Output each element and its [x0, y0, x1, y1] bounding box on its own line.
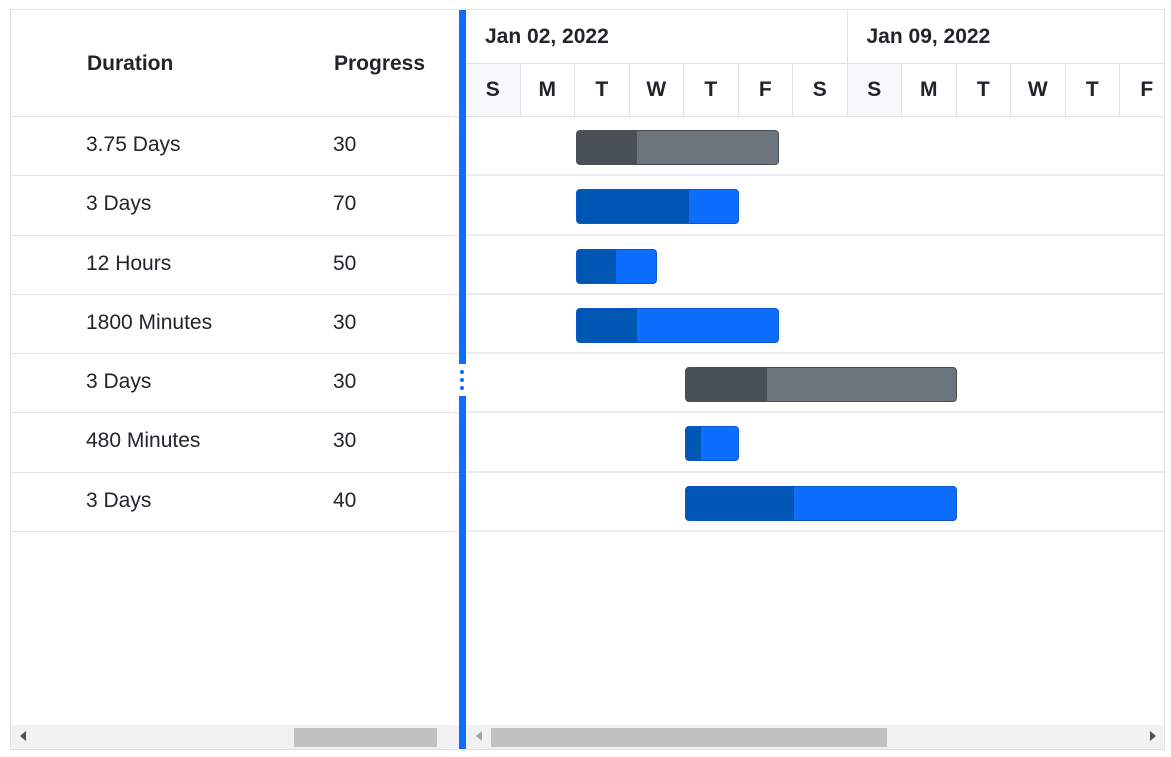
- task-bar[interactable]: [685, 367, 957, 403]
- task-bar[interactable]: [576, 248, 657, 284]
- day-header-cell: M: [521, 64, 575, 116]
- day-header-cell: W: [1011, 64, 1066, 116]
- week-header-cell: Jan 02, 2022: [466, 10, 848, 64]
- grid-row[interactable]: 480 Minutes 30: [11, 413, 459, 473]
- chart-row: [466, 117, 1164, 177]
- gantt-chart: Duration Progress 3.75 Days 30 3 Days 70 12 …: [10, 9, 1165, 750]
- chart-row: [466, 176, 1164, 236]
- grid-header: Duration Progress: [11, 10, 459, 117]
- progress-cell: 40: [333, 488, 357, 512]
- task-progress-fill: [577, 190, 690, 224]
- scroll-left-arrow-icon[interactable]: [20, 731, 26, 741]
- chart-row: [466, 354, 1164, 414]
- grid-body: 3.75 Days 30 3 Days 70 12 Hours 50 1800 Minute…: [11, 117, 459, 533]
- chart-body: [466, 117, 1164, 533]
- grid-horizontal-scrollbar[interactable]: [11, 725, 459, 749]
- week-label: Jan 09, 2022: [866, 25, 991, 48]
- day-header-cell: T: [684, 64, 739, 116]
- task-bar[interactable]: [685, 426, 739, 462]
- chart-row: [466, 236, 1164, 295]
- task-progress-fill: [577, 249, 617, 283]
- column-header-progress[interactable]: Progress: [334, 52, 426, 75]
- day-header-cell: S: [847, 64, 902, 116]
- grid-row[interactable]: 1800 Minutes 30: [11, 295, 459, 355]
- duration-cell: 3 Days: [86, 192, 152, 216]
- day-header-cell: T: [1066, 64, 1120, 116]
- chart-row: [466, 413, 1164, 473]
- progress-cell: 30: [333, 370, 357, 394]
- progress-cell: 50: [333, 251, 357, 275]
- task-bar[interactable]: [685, 485, 957, 521]
- grid-row[interactable]: 3.75 Days 30: [11, 117, 459, 177]
- grid-row[interactable]: 3 Days 70: [11, 176, 459, 236]
- task-progress-fill: [686, 427, 702, 461]
- task-progress-fill: [686, 486, 794, 520]
- task-bar[interactable]: [576, 307, 780, 343]
- chart-row: [466, 295, 1164, 355]
- duration-cell: 12 Hours: [86, 251, 172, 275]
- grid-row[interactable]: 3 Days 30: [11, 354, 459, 414]
- progress-cell: 30: [333, 429, 357, 453]
- week-header-cell: Jan 09, 2022: [848, 10, 1165, 64]
- week-label: Jan 02, 2022: [485, 25, 609, 48]
- chart-horizontal-scrollbar[interactable]: [466, 725, 1164, 749]
- day-header-cell: F: [1120, 64, 1164, 116]
- chart-row: [466, 473, 1164, 533]
- grid-scrollbar-thumb[interactable]: [294, 728, 437, 747]
- scroll-left-arrow-icon[interactable]: [476, 731, 482, 741]
- pane-splitter[interactable]: [459, 10, 466, 749]
- grid-row[interactable]: 12 Hours 50: [11, 236, 459, 295]
- timeline-week-header: Jan 02, 2022 Jan 09, 2022: [466, 10, 1164, 64]
- progress-cell: 30: [333, 310, 357, 334]
- task-bar[interactable]: [576, 130, 780, 165]
- day-header-cell: F: [739, 64, 793, 116]
- day-header-cell: T: [575, 64, 630, 116]
- day-header-cell: W: [630, 64, 684, 116]
- task-bar[interactable]: [576, 189, 739, 225]
- progress-cell: 70: [333, 192, 357, 216]
- duration-cell: 480 Minutes: [86, 429, 201, 453]
- day-header-cell: S: [793, 64, 848, 116]
- splitter-grip-icon[interactable]: [459, 364, 466, 396]
- duration-cell: 1800 Minutes: [86, 310, 213, 334]
- task-progress-fill: [577, 131, 638, 164]
- duration-cell: 3 Days: [86, 370, 152, 394]
- task-progress-fill: [686, 368, 767, 402]
- duration-cell: 3 Days: [86, 488, 152, 512]
- column-header-duration[interactable]: Duration: [87, 52, 174, 75]
- task-grid: Duration Progress 3.75 Days 30 3 Days 70 12 …: [11, 10, 459, 749]
- grid-row[interactable]: 3 Days 40: [11, 473, 459, 533]
- scroll-right-arrow-icon[interactable]: [1150, 731, 1156, 741]
- duration-cell: 3.75 Days: [86, 133, 181, 156]
- day-header-cell: M: [902, 64, 957, 116]
- day-header-cell: T: [957, 64, 1011, 116]
- day-header-cell: S: [466, 64, 521, 116]
- chart-scrollbar-thumb[interactable]: [491, 728, 887, 747]
- progress-cell: 30: [333, 133, 357, 156]
- task-progress-fill: [577, 308, 638, 342]
